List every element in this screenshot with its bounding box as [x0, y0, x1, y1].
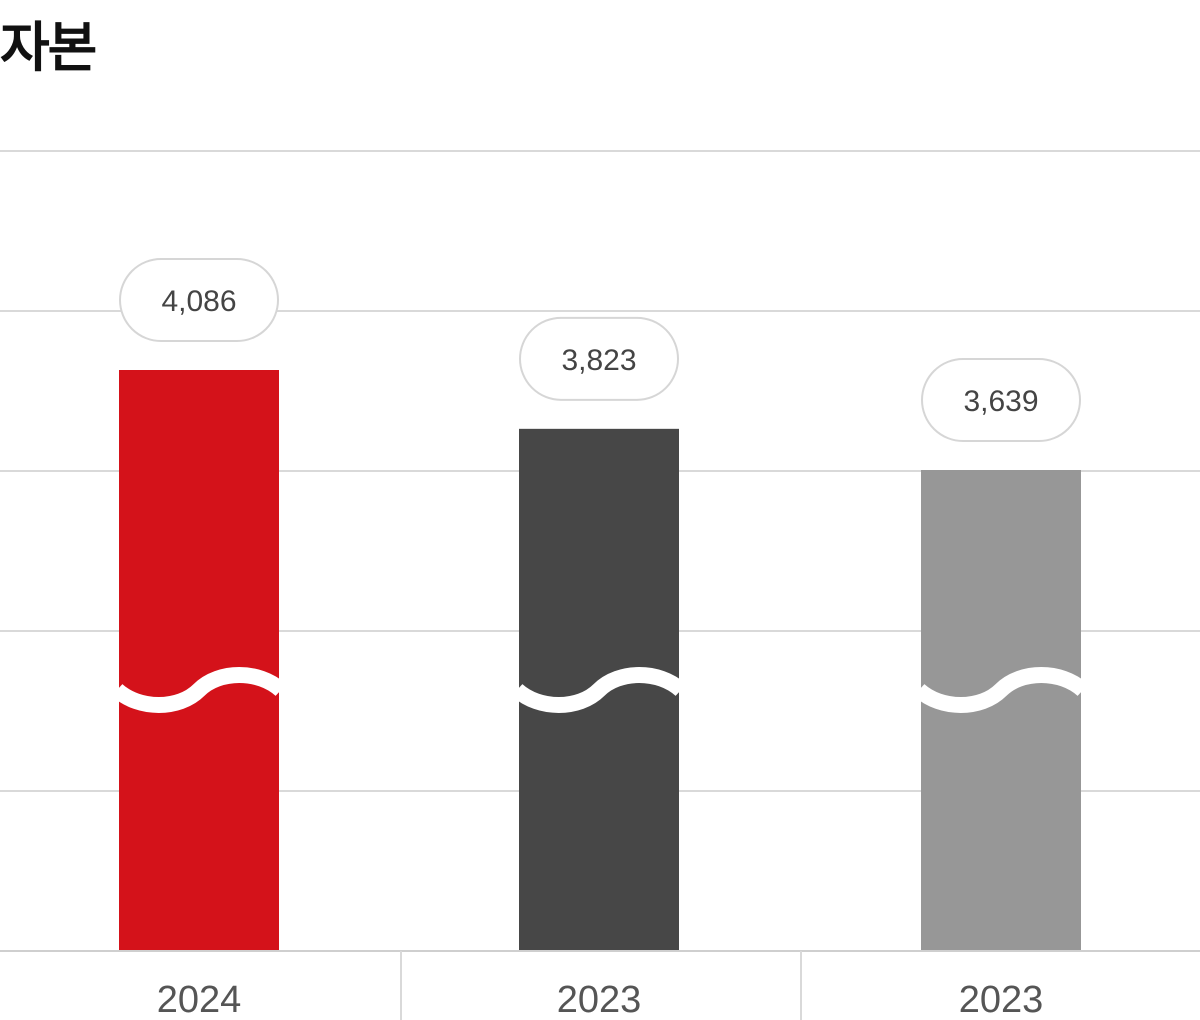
- value-label: 3,639: [963, 385, 1038, 418]
- bars: [111, 370, 1089, 952]
- x-tick-label: 2023: [557, 979, 642, 1020]
- axis-break-wave: [913, 667, 1089, 713]
- axis-break-wave: [111, 667, 287, 713]
- chart-title: 자본: [0, 16, 97, 79]
- x-axis: 2024 2023 2023: [0, 950, 1200, 1020]
- value-label-pill: [921, 358, 1081, 442]
- value-label-pill: [119, 258, 279, 342]
- axis-break-wave: [511, 667, 687, 713]
- x-tick-label: 2024: [157, 979, 242, 1020]
- value-label-pill: [519, 316, 679, 401]
- value-labels: 4,086 3,823 3,639: [119, 258, 1081, 442]
- x-tick-label: 2023: [959, 979, 1044, 1020]
- bar-2024: [119, 370, 279, 951]
- value-label: 4,086: [161, 285, 236, 318]
- value-label: 3,823: [561, 344, 636, 377]
